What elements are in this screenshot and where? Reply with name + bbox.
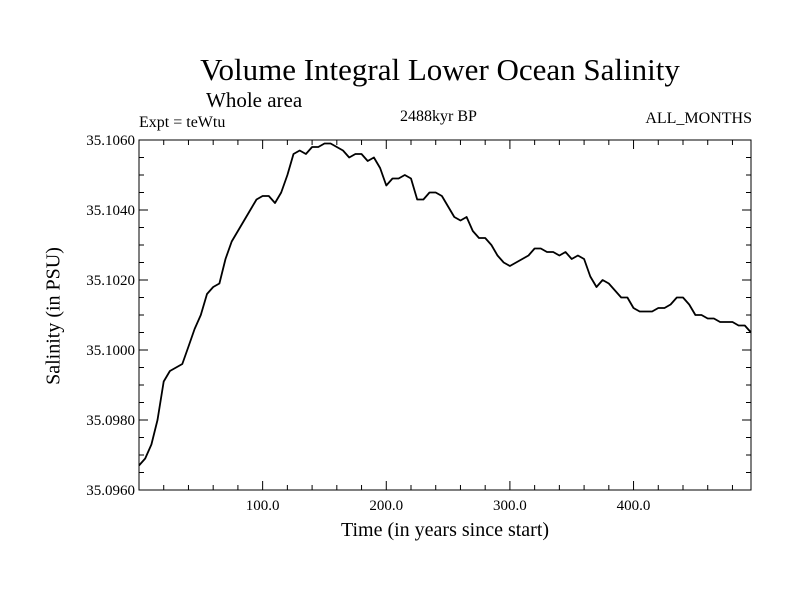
plot-frame [138, 139, 752, 491]
x-tick-label: 100.0 [246, 498, 280, 514]
tick-label-group: 100.0 200.0 300.0 400.0 35.0960 35.0980 35.100… [86, 133, 650, 514]
experiment-label: Expt = teWtu [139, 114, 226, 131]
months-label: ALL_MONTHS [645, 110, 752, 127]
x-tick-label: 200.0 [369, 498, 403, 514]
x-axis-label: Time (in years since start) [340, 519, 550, 541]
y-tick-label: 35.1060 [86, 133, 135, 149]
y-tick-label: 35.1040 [86, 203, 135, 219]
y-tick-label: 35.0960 [86, 483, 135, 499]
chart-title: Volume Integral Lower Ocean Salinity [200, 52, 680, 87]
tick-group [139, 140, 751, 490]
y-tick-label: 35.1000 [86, 343, 135, 359]
salinity-series-line [138, 142, 752, 467]
y-tick-label: 35.0980 [86, 413, 135, 429]
x-tick-label: 400.0 [617, 498, 651, 514]
chart-subtitle: Whole area [206, 88, 303, 112]
x-tick-label: 300.0 [493, 498, 527, 514]
period-label: 2488kyr BP [400, 108, 477, 125]
y-tick-label: 35.1020 [86, 273, 135, 289]
